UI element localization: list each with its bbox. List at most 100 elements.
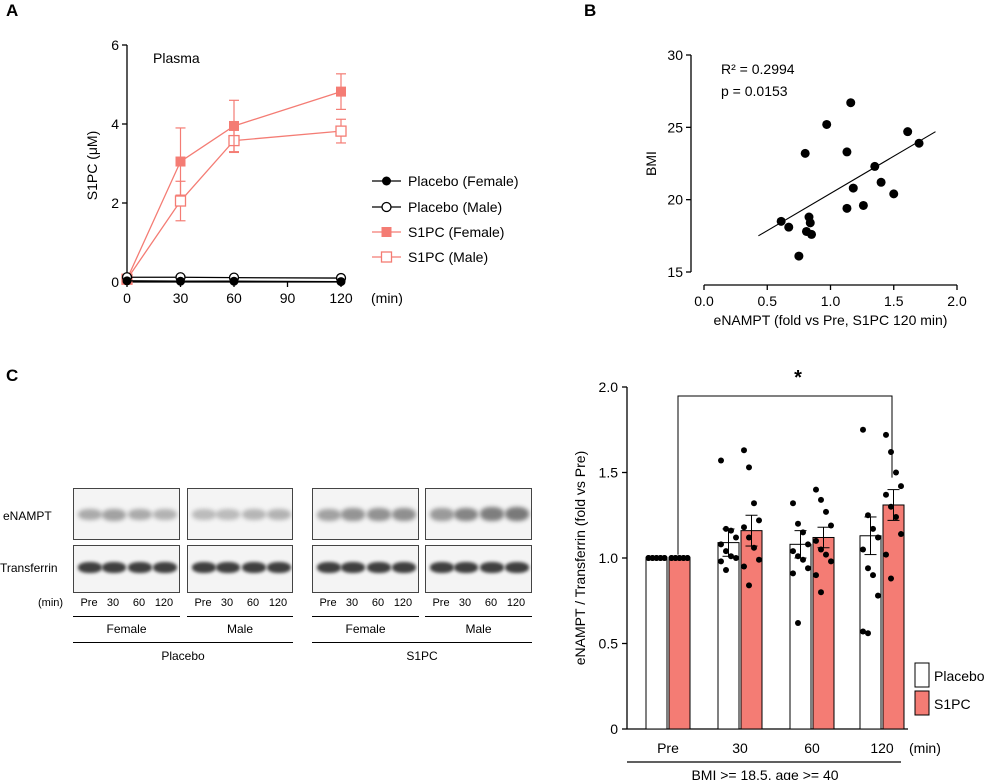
y-axis-title: S1PC (μM) (84, 131, 100, 201)
legend-label: S1PC (934, 696, 971, 712)
blot-transferrin-3 (312, 545, 419, 593)
x-tick-label: 60 (226, 290, 242, 306)
data-point (888, 575, 894, 582)
scatter-point (822, 119, 832, 129)
series-2 (122, 73, 346, 285)
data-point (898, 483, 904, 490)
legend-item: Placebo (Female) (372, 173, 519, 189)
sex-label: Female (345, 622, 386, 636)
data-point (795, 619, 801, 626)
series-line (126, 130, 342, 280)
scatter-point (846, 98, 856, 108)
data-point (875, 592, 881, 599)
legend-label: S1PC (Female) (408, 224, 504, 240)
lane-label: Pre (319, 597, 337, 609)
data-point (661, 555, 668, 561)
y-axis-title: BMI (643, 151, 659, 176)
bar-s1pc (668, 557, 691, 730)
data-point (746, 582, 752, 589)
legend-label: Placebo (934, 668, 985, 684)
treatment-group-line (312, 642, 532, 643)
data-point (756, 556, 762, 563)
band (192, 562, 216, 573)
band (128, 562, 152, 573)
band (267, 562, 291, 573)
bar-s1pc (882, 504, 905, 730)
treatment-label: Placebo (161, 649, 205, 663)
y-tick-label: 0 (111, 274, 119, 290)
data-point (813, 486, 819, 493)
bar-placebo (645, 557, 668, 730)
blot-transferrin-4 (425, 545, 532, 593)
plasma-annotation: Plasma (153, 50, 200, 66)
lane-label: 120 (154, 597, 174, 609)
sex-label: Male (226, 622, 253, 636)
marker-filled-circle (336, 277, 346, 287)
marker-filled-circle (176, 276, 185, 286)
legend-label: Placebo (Female) (408, 173, 519, 189)
time-unit-label: (min) (38, 597, 64, 609)
data-point (790, 500, 796, 507)
y-tick-label: 30 (667, 47, 683, 63)
scatter-point (776, 216, 786, 226)
marker-open-square (335, 125, 347, 137)
x-tick-label: 2.0 (947, 293, 967, 309)
bar-s1pc (812, 536, 835, 730)
band (102, 562, 126, 573)
data-point (813, 572, 819, 579)
y-tick-label: 15 (667, 264, 683, 280)
scatter-point (870, 161, 880, 171)
lane-label: 60 (484, 597, 498, 609)
scatter-point (807, 229, 817, 239)
data-point (800, 556, 806, 563)
x-tick-label: 0 (123, 290, 131, 306)
data-point (756, 517, 762, 524)
lane-label: 60 (246, 597, 260, 609)
band (367, 562, 391, 573)
data-point (746, 464, 752, 471)
sex-group-line (425, 616, 532, 617)
band (480, 562, 504, 573)
legend-item: S1PC (Female) (372, 224, 504, 240)
data-point (860, 546, 866, 553)
data-point (865, 565, 871, 572)
data-point (718, 558, 724, 565)
legend-label: S1PC (Male) (408, 249, 488, 265)
x-axis-title: eNAMPT (fold vs Pre, S1PC 120 min) (714, 312, 948, 328)
scatter-point (842, 147, 852, 157)
scatter-point (784, 222, 794, 232)
data-point (728, 527, 734, 534)
y-tick-label: 2 (111, 195, 119, 211)
x-tick-label: 0.0 (694, 293, 714, 309)
band (505, 507, 529, 522)
lane-label: 30 (106, 597, 120, 609)
series-line (126, 90, 342, 280)
band (317, 508, 341, 521)
x-tick-label: 60 (804, 740, 820, 756)
x-tick-label: 0.5 (758, 293, 778, 309)
treatment-label: S1PC (406, 649, 438, 663)
band (430, 508, 454, 521)
band (78, 508, 102, 521)
panel-letter-c: C (6, 366, 19, 385)
band (341, 562, 365, 573)
lane-label: 60 (132, 597, 146, 609)
lane-label: Pre (432, 597, 450, 609)
panel-letter-a: A (6, 1, 19, 20)
data-point (888, 503, 894, 510)
lane-label: 60 (371, 597, 385, 609)
western-blot: eNAMPT Transferrin (min) Pre 30 60 120 Femal… (0, 470, 560, 680)
data-point (733, 534, 739, 541)
sex-group-line (73, 616, 180, 617)
y-tick-label: 0.5 (599, 636, 619, 652)
lane-label: 120 (268, 597, 288, 609)
legend-item: Placebo (Male) (372, 199, 502, 215)
series-0 (122, 276, 346, 287)
data-point (898, 531, 904, 538)
band (153, 562, 177, 573)
y-tick-label: 1.0 (599, 550, 619, 566)
row-label-transferrin: Transferrin (0, 561, 58, 575)
sex-label: Female (106, 622, 147, 636)
y-tick-label: 1.5 (599, 465, 619, 481)
legend-swatch-placebo (914, 662, 930, 688)
